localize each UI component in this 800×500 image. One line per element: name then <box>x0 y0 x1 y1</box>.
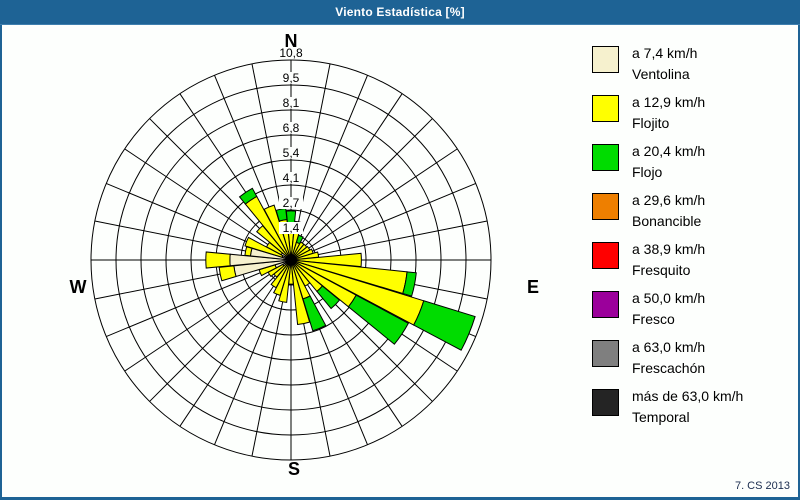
legend-swatch <box>592 242 619 269</box>
ring-label: 1,4 <box>283 221 300 235</box>
ring-label: 8,1 <box>283 96 300 110</box>
legend-label: a 50,0 km/h Fresco <box>632 288 705 330</box>
ring-label-bg <box>279 147 303 159</box>
grid-spoke <box>179 259 292 427</box>
grid-spoke <box>290 183 476 261</box>
compass-label-e: E <box>527 277 539 297</box>
ring-label: 4,1 <box>283 171 300 185</box>
legend-speed: a 20,4 km/h <box>632 143 706 159</box>
compass-label-w: W <box>70 277 87 297</box>
compass-label-n: N <box>285 31 298 51</box>
legend-item-frescachón: a 63,0 km/h Frescachón <box>588 339 793 388</box>
ring-label: 6,8 <box>283 121 300 135</box>
legend-item-flojito: a 12,9 km/h Flojito <box>588 94 793 143</box>
legend-swatch <box>592 389 619 416</box>
legend-label: a 29,6 km/h Bonancible <box>632 190 705 232</box>
rose-segment-flojo-ese <box>413 300 476 351</box>
legend-label: a 12,9 km/h Flojito <box>632 92 705 134</box>
legend-speed: a 38,9 km/h <box>632 241 706 257</box>
footer-credit: 7. CS 2013 <box>734 480 790 492</box>
legend-speed: a 7,4 km/h <box>632 45 698 61</box>
ring-label: 10,8 <box>279 46 303 60</box>
legend-label: a 63,0 km/h Frescachón <box>632 337 705 379</box>
rose-segment-flojo-sebe <box>347 294 410 345</box>
legend-item-bonancible: a 29,6 km/h Bonancible <box>588 192 793 241</box>
ring-label-bg <box>279 172 303 184</box>
legend-item-temporal: más de 63,0 km/h Temporal <box>588 388 793 437</box>
ring-label: 9,5 <box>283 71 300 85</box>
legend-item-flojo: a 20,4 km/h Flojo <box>588 143 793 192</box>
legend-swatch <box>592 291 619 318</box>
legend-speed: a 63,0 km/h <box>632 339 706 355</box>
grid-spoke <box>149 259 292 402</box>
legend-swatch <box>592 340 619 367</box>
ring-label-bg <box>279 97 303 109</box>
ring-label-bg <box>279 122 303 134</box>
legend-item-ventolina: a 7,4 km/h Ventolina <box>588 45 793 94</box>
grid-spoke <box>290 220 488 261</box>
grid-spoke <box>290 148 458 261</box>
grid-spoke <box>290 259 403 427</box>
rose-segment-flojo-sse <box>302 295 327 332</box>
grid-spoke <box>124 259 292 372</box>
legend-wind-name: Bonancible <box>632 213 702 229</box>
legend-item-fresquito: a 38,9 km/h Fresquito <box>588 241 793 290</box>
ring-label: 2,7 <box>283 196 300 210</box>
legend-swatch <box>592 95 619 122</box>
rose-segment-flojito-wbs <box>218 265 237 282</box>
rose-segment-flojito-sbe <box>290 259 311 326</box>
rose-segment-flojito-wnw <box>244 236 284 258</box>
legend-label: a 7,4 km/h Ventolina <box>632 43 697 85</box>
title-bar: Viento Estadística [%] <box>0 0 800 25</box>
rose-segment-flojito-swbs <box>270 259 292 289</box>
legend-wind-name: Fresquito <box>632 262 691 278</box>
window-title: Viento Estadística [%] <box>335 5 465 19</box>
ring-label-bg <box>276 47 306 59</box>
grid-spoke <box>290 118 433 261</box>
rose-segment-flojo-ebs <box>402 271 417 297</box>
legend-wind-name: Temporal <box>632 409 690 425</box>
rose-segment-flojo-se <box>316 285 341 310</box>
legend-item-fresco: a 50,0 km/h Fresco <box>588 290 793 339</box>
legend-wind-name: Flojito <box>632 115 670 131</box>
compass-label-s: S <box>288 459 300 479</box>
rose-segment-flojo-nne <box>295 234 304 245</box>
legend-swatch <box>592 46 619 73</box>
ring-label-bg <box>279 222 303 234</box>
legend-label: más de 63,0 km/h Temporal <box>632 386 743 428</box>
chart-panel: 1,4 2,7 4,1 5,4 6,8 8,1 9,5 10,8 N S W E a 7,4 km/h… <box>0 25 800 500</box>
grid-spoke <box>290 75 368 261</box>
wind-rose-chart: 1,4 2,7 4,1 5,4 6,8 8,1 9,5 10,8N S W E <box>70 31 540 479</box>
legend: a 7,4 km/h Ventolina a 12,9 km/h Flojito a 2… <box>588 45 793 437</box>
legend-speed: a 50,0 km/h <box>632 290 706 306</box>
legend-swatch <box>592 193 619 220</box>
rose-segment-flojito-w <box>205 251 231 269</box>
legend-wind-name: Flojo <box>632 164 663 180</box>
legend-label: a 20,4 km/h Flojo <box>632 141 705 183</box>
legend-label: a 38,9 km/h Fresquito <box>632 239 705 281</box>
grid-spoke <box>124 148 292 261</box>
legend-wind-name: Fresco <box>632 311 675 327</box>
legend-speed: a 29,6 km/h <box>632 192 706 208</box>
ring-label-bg <box>279 72 303 84</box>
rose-segment-flojo-nwbn <box>238 187 258 205</box>
legend-wind-name: Frescachón <box>632 360 706 376</box>
legend-speed: a 12,9 km/h <box>632 94 706 110</box>
ring-label-bg <box>279 197 303 209</box>
legend-wind-name: Ventolina <box>632 66 690 82</box>
legend-speed: más de 63,0 km/h <box>632 388 744 404</box>
legend-swatch <box>592 144 619 171</box>
ring-label: 5,4 <box>283 146 300 160</box>
grid-spoke <box>290 93 403 261</box>
